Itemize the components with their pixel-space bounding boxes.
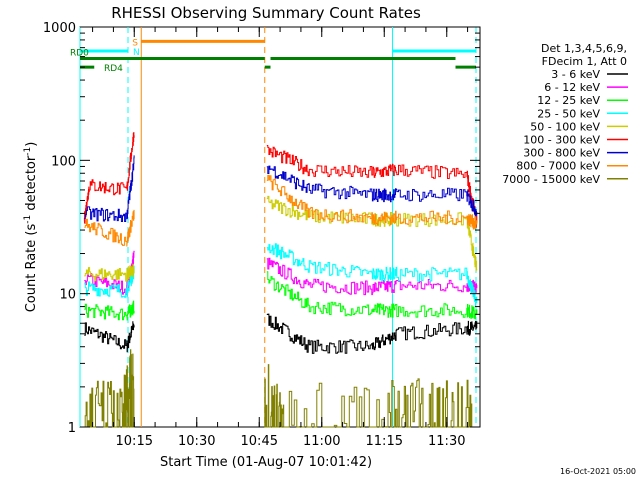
legend-header-line-2: FDecim 1, Att 0: [542, 55, 627, 68]
y-axis-label-sup-1: -1: [23, 215, 33, 224]
series-line-12-25-kev: [84, 300, 135, 321]
flag-label-n: N: [133, 48, 140, 58]
x-axis: 10:15 10:30 10:45 11:00 11:15 11:30: [92, 27, 469, 449]
series-line-6-12-kev: [266, 257, 478, 296]
series-line-25-50-kev: [266, 243, 478, 307]
legend-label-6-12-kev: 6 - 12 keV: [544, 81, 600, 94]
series-line-300-800-kev: [266, 165, 478, 218]
series-line-100-300-kev: [83, 132, 135, 224]
legend-header-line-1: Det 1,3,4,5,6,9,: [541, 42, 627, 55]
y-axis-label-tail: detector: [24, 155, 39, 215]
y-axis-label: Count Rate (s-1 detector-1): [23, 142, 39, 313]
legend-label-3-6-kev: 3 - 6 keV: [551, 68, 600, 81]
legend-label-100-300-kev: 100 - 300 keV: [523, 134, 600, 147]
series-line-3-6-kev: [266, 313, 478, 354]
legend-label-7000-15000-kev: 7000 - 15000 keV: [502, 173, 600, 186]
series-line-12-25-kev: [266, 271, 478, 320]
series-lines: [83, 132, 478, 428]
y-axis-label-sup-2: -1: [23, 147, 33, 156]
y-tick-label: 100: [51, 154, 76, 169]
y-axis: 1 10 100 1000: [43, 21, 480, 436]
x-tick-label: 10:15: [116, 434, 153, 449]
legend-label-25-50-kev: 25 - 50 keV: [537, 107, 600, 120]
y-axis-label-end: ): [24, 142, 39, 147]
legend: Det 1,3,4,5,6,9, FDecim 1, Att 0 3 - 6 k…: [502, 42, 628, 186]
plot-area: NS RD0 RD4 1 10 100 1000 10:15 10:30 10:45 11:00…: [43, 21, 481, 449]
y-tick-label: 1000: [43, 21, 76, 36]
instrument-flag-bars: NS RD0 RD4: [70, 38, 476, 74]
y-tick-label: 1: [68, 421, 76, 436]
flag-label-s: S: [132, 38, 138, 48]
x-axis-label: Start Time (01-Aug-07 10:01:42): [160, 455, 372, 470]
series-line-100-300-kev: [266, 145, 478, 228]
flag-label-rd0: RD0: [70, 49, 89, 59]
series-line-7000-15000-kev: [264, 364, 473, 428]
y-axis-label-main: Count Rate (s: [24, 224, 39, 313]
series-line-800-7000-kev: [266, 174, 478, 230]
x-tick-label: 11:30: [428, 434, 465, 449]
series-line-300-800-kev: [84, 155, 135, 222]
chart-title: RHESSI Observing Summary Count Rates: [111, 4, 421, 22]
series-line-800-7000-kev: [84, 209, 135, 247]
legend-label-300-800-kev: 300 - 800 keV: [523, 147, 600, 160]
x-tick-label: 11:15: [366, 434, 403, 449]
x-tick-label: 11:00: [303, 434, 340, 449]
footer-timestamp: 16-Oct-2021 05:00: [560, 467, 636, 476]
y-tick-label: 10: [59, 288, 76, 303]
legend-label-12-25-kev: 12 - 25 keV: [537, 94, 600, 107]
x-tick-label: 10:45: [241, 434, 278, 449]
series-line-7000-15000-kev: [84, 349, 135, 428]
legend-label-50-100-kev: 50 - 100 keV: [530, 120, 600, 133]
legend-label-800-7000-kev: 800 - 7000 keV: [516, 160, 600, 173]
series-line-3-6-kev: [84, 321, 135, 353]
series-line-50-100-kev: [84, 263, 135, 282]
flag-label-rd4: RD4: [104, 64, 123, 74]
x-tick-label: 10:30: [178, 434, 215, 449]
